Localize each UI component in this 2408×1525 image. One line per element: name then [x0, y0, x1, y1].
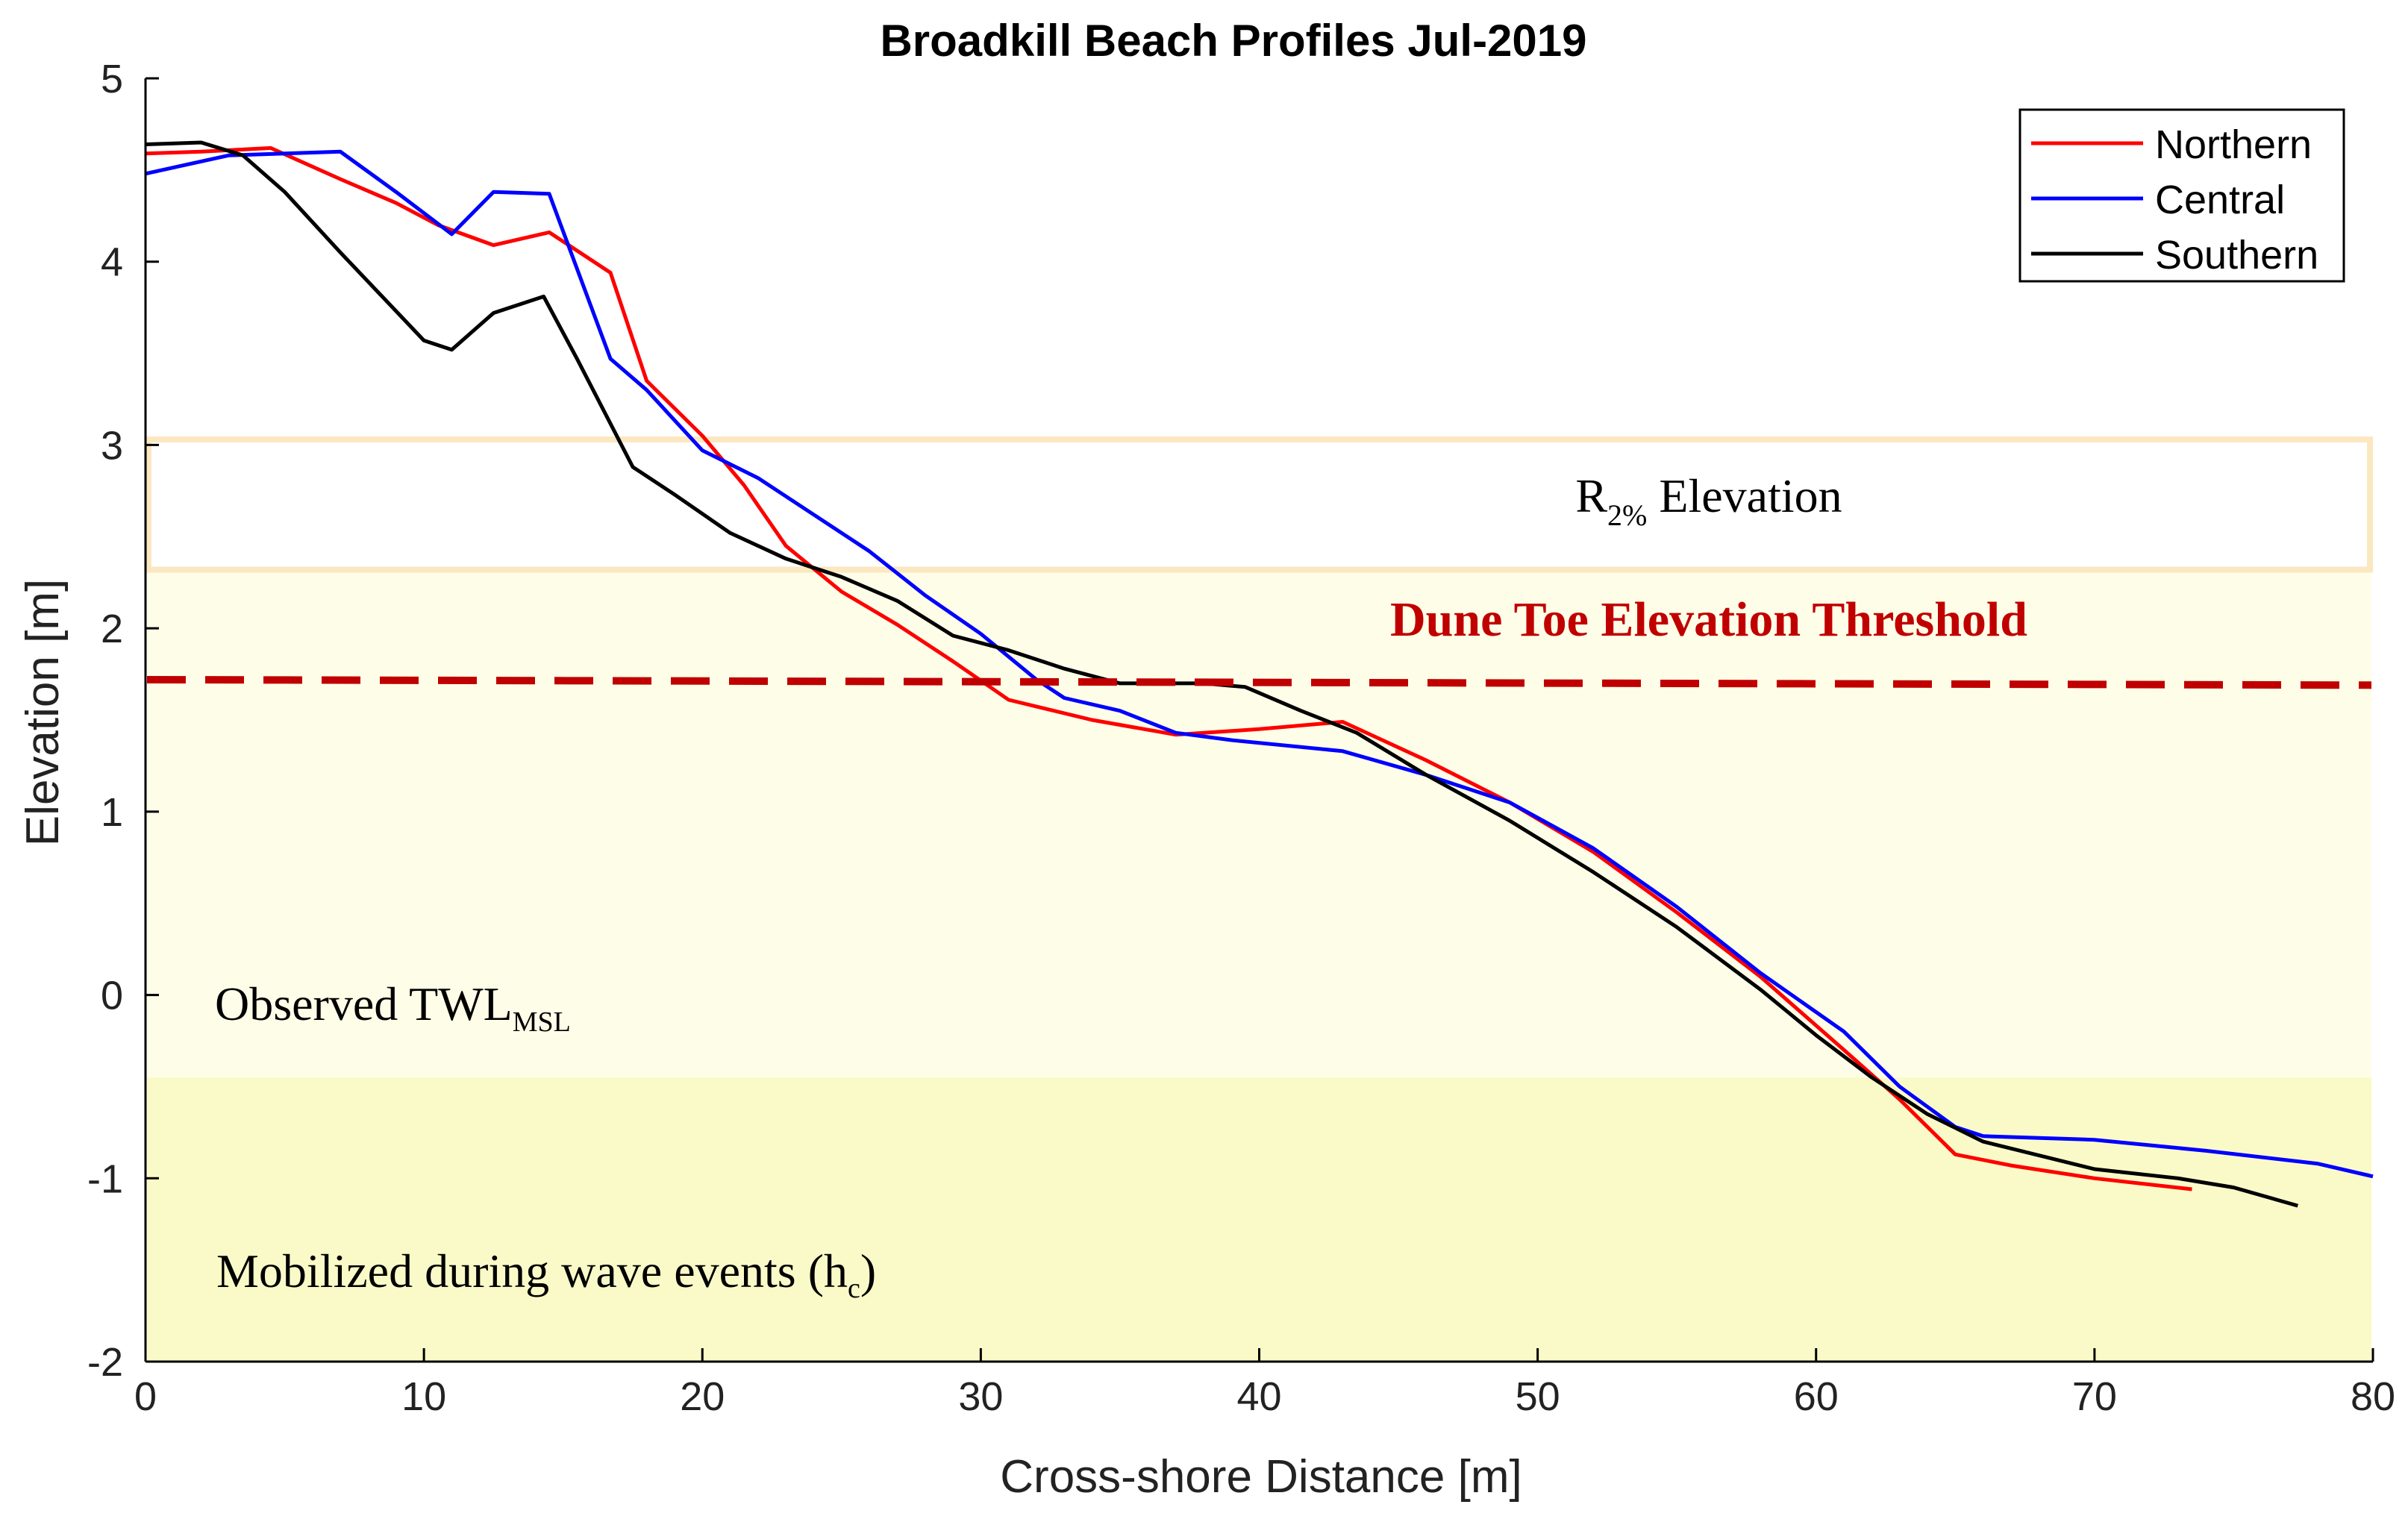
- x-tick-label: 40: [1236, 1374, 1281, 1419]
- y-tick-label: 1: [101, 790, 123, 835]
- legend-label-central: Central: [2155, 178, 2285, 222]
- axes: [144, 77, 2374, 1363]
- mobilized-label: Mobilized during wave events (hc): [216, 1244, 876, 1304]
- legend-label-northern: Northern: [2155, 122, 2312, 167]
- x-tick-label: 0: [134, 1374, 157, 1419]
- x-tick-labels: 0 10 20 30 40 50 60 70 80: [134, 1374, 2395, 1419]
- observed-twl-label: Observed TWLMSL: [215, 977, 571, 1038]
- y-tick-label: -1: [87, 1156, 123, 1201]
- series-line-central: [145, 149, 2374, 1179]
- dune-toe-label: Dune Toe Elevation Threshold: [1390, 592, 2027, 647]
- x-tick-label: 70: [2072, 1374, 2117, 1419]
- r2-elevation-label: R2% Elevation: [1575, 469, 1842, 532]
- y-tick-label: 4: [101, 240, 123, 285]
- x-tick-label: 20: [680, 1374, 725, 1419]
- x-tick-label: 10: [401, 1374, 446, 1419]
- chart-title: Broadkill Beach Profiles Jul-2019: [880, 16, 1586, 66]
- x-tick-label: 60: [1794, 1374, 1839, 1419]
- y-tick-labels: 5 4 3 2 1 0 -1 -2: [87, 57, 123, 1385]
- y-tick-label: 5: [101, 57, 123, 101]
- legend-box: [2018, 108, 2345, 283]
- y-tick-label: -2: [87, 1340, 123, 1385]
- legend: Northern Central Southern: [2018, 108, 2345, 283]
- y-tick-label: 3: [101, 423, 123, 468]
- r2-elevation-box: [146, 436, 2373, 573]
- x-tick-label: 50: [1516, 1374, 1560, 1419]
- y-axis-label: Elevation [m]: [17, 579, 69, 846]
- y-tick-label: 0: [101, 974, 123, 1018]
- x-tick-label: 80: [2351, 1374, 2395, 1419]
- x-axis-label: Cross-shore Distance [m]: [1000, 1451, 1522, 1503]
- legend-label-southern: Southern: [2155, 233, 2318, 278]
- y-tick-label: 2: [101, 607, 123, 651]
- observed-twl-band: [147, 569, 2371, 1078]
- dune-toe-threshold-line: [146, 675, 2372, 689]
- x-tick-label: 30: [958, 1374, 1003, 1419]
- series-line-southern: [145, 140, 2298, 1208]
- mobilized-band: [147, 1077, 2371, 1362]
